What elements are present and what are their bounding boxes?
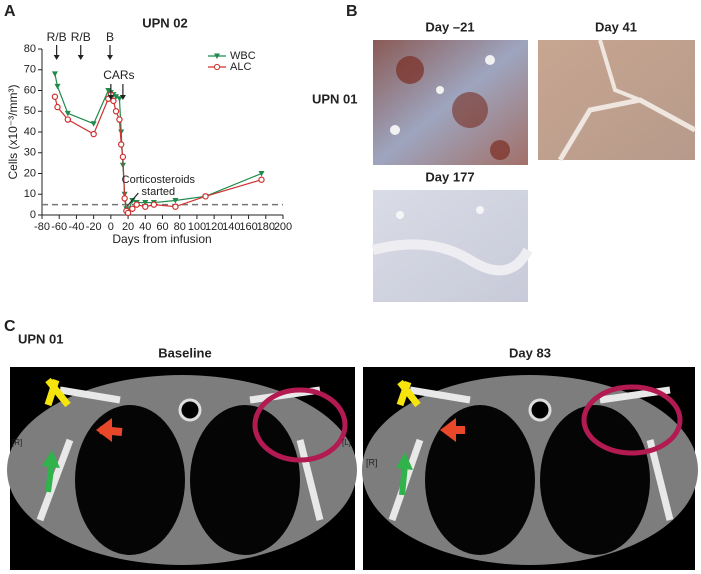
chart-title: UPN 02 — [142, 15, 188, 30]
marker — [51, 71, 58, 77]
marker — [116, 96, 123, 102]
marker — [90, 130, 97, 138]
annotation-label: R/B — [47, 30, 67, 44]
image-label: Baseline — [158, 345, 211, 360]
marker — [121, 195, 128, 202]
side-mark: [R] — [12, 438, 22, 447]
subject-label: UPN 01 — [18, 331, 64, 346]
x-tick-label: -60 — [51, 221, 67, 233]
marker — [117, 141, 125, 148]
marker — [119, 153, 127, 161]
arrow-head — [119, 95, 126, 100]
x-tick-label: -40 — [68, 221, 84, 233]
y-tick-label: 80 — [24, 43, 36, 55]
ct-image: [R] — [362, 367, 698, 570]
legend-marker — [214, 53, 220, 59]
marker — [172, 203, 179, 210]
x-axis-label: Days from infusion — [112, 232, 211, 246]
x-tick-label: 160 — [239, 221, 257, 233]
x-tick-label: 20 — [122, 221, 134, 233]
legend-marker — [213, 63, 221, 71]
marker — [113, 94, 120, 100]
image-label: Day 83 — [509, 345, 551, 360]
x-tick-label: 40 — [139, 221, 151, 233]
x-tick-label: 200 — [274, 221, 292, 233]
marker — [133, 201, 140, 208]
x-tick-label: 120 — [205, 221, 223, 233]
marker — [90, 121, 97, 127]
marker — [202, 193, 209, 200]
legend-label: WBC — [230, 50, 256, 62]
x-tick-label: 80 — [174, 221, 186, 233]
x-tick-label: 0 — [108, 221, 114, 233]
image-label: Day 177 — [425, 169, 474, 184]
marker — [64, 110, 71, 117]
histology-image — [538, 39, 697, 162]
y-tick-label: 50 — [24, 105, 36, 117]
side-mark: [L] — [342, 438, 351, 447]
image-label: Day –21 — [425, 19, 474, 34]
marker — [110, 97, 117, 105]
legend-label: ALC — [230, 61, 251, 73]
arrow-head — [106, 55, 113, 60]
y-tick-label: 70 — [24, 64, 36, 76]
y-tick-label: 0 — [30, 209, 36, 221]
marker — [118, 129, 125, 135]
side-mark: [R] — [366, 457, 378, 467]
histology-image — [373, 40, 528, 165]
marker — [116, 116, 123, 123]
panel-label: B — [346, 3, 358, 20]
marker — [258, 171, 265, 177]
y-tick-label: 40 — [24, 126, 36, 138]
marker — [142, 200, 149, 206]
x-tick-label: -20 — [86, 221, 102, 233]
arrow-head — [53, 55, 60, 60]
subject-label: UPN 01 — [312, 91, 358, 106]
y-tick-label: 10 — [24, 188, 36, 200]
marker — [64, 116, 72, 123]
x-tick-label: 180 — [257, 221, 275, 233]
marker — [129, 205, 136, 212]
annotation-label: started — [142, 186, 176, 198]
marker — [54, 83, 61, 90]
x-tick-label: 60 — [156, 221, 168, 233]
y-axis-label: Cells (x10⁻³/mm³) — [6, 84, 20, 179]
marker — [258, 176, 265, 183]
y-tick-label: 20 — [24, 167, 36, 179]
x-tick-label: -80 — [34, 221, 50, 233]
annotation-label: B — [106, 30, 114, 44]
ct-image: [R] [L] — [7, 367, 357, 570]
x-tick-label: 140 — [222, 221, 240, 233]
marker — [124, 209, 132, 217]
arrow-head — [107, 95, 114, 100]
marker — [142, 203, 149, 210]
histology-image — [371, 190, 533, 302]
annotation-label: R/B — [71, 30, 91, 44]
arrow-head — [77, 55, 84, 60]
marker — [112, 108, 120, 115]
x-tick-label: 100 — [188, 221, 206, 233]
marker — [51, 93, 59, 100]
annotation-label: Corticosteroids — [122, 174, 196, 186]
y-tick-label: 60 — [24, 84, 36, 96]
annotation-label: CARs — [103, 68, 134, 82]
panel-label: C — [4, 318, 16, 335]
panel-label: A — [4, 3, 16, 20]
y-tick-label: 30 — [24, 147, 36, 159]
marker — [54, 103, 61, 111]
marker — [150, 201, 158, 208]
image-label: Day 41 — [595, 19, 637, 34]
annotation-arrow — [126, 192, 139, 207]
marker — [172, 197, 179, 204]
